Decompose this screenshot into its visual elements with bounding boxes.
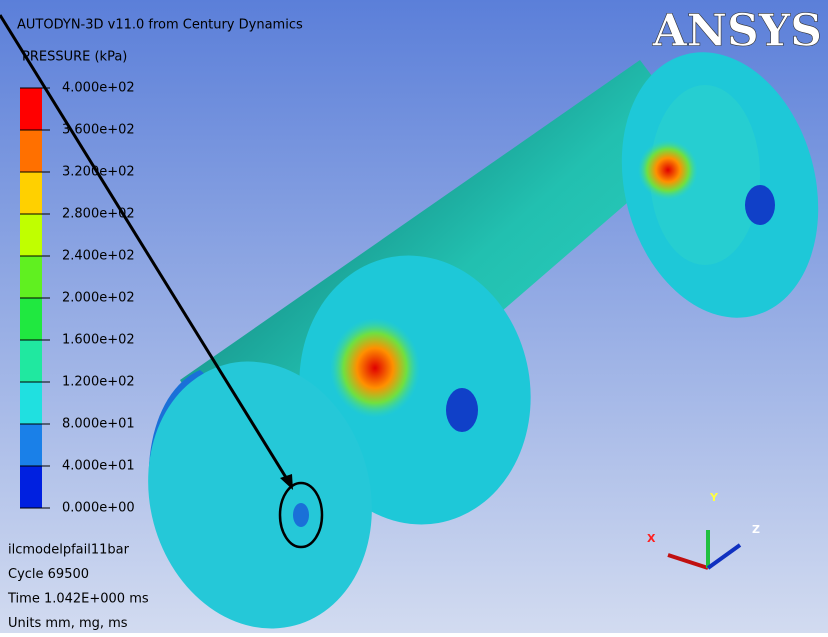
color-band bbox=[20, 340, 42, 382]
color-band bbox=[20, 88, 42, 130]
legend-label: 4.000e+02 bbox=[62, 81, 135, 96]
triad-z: Z bbox=[752, 523, 760, 536]
legend-label: 2.800e+02 bbox=[62, 207, 135, 222]
triad-x: X bbox=[647, 532, 656, 545]
legend-label: 3.200e+02 bbox=[62, 165, 135, 180]
info-line: Units mm, mg, ms bbox=[8, 616, 128, 631]
legend-label: 2.000e+02 bbox=[62, 291, 135, 306]
legend-label: 4.000e+01 bbox=[62, 459, 135, 474]
legend-label: 8.000e+01 bbox=[62, 417, 135, 432]
color-band bbox=[20, 382, 42, 424]
legend-label: 3.600e+02 bbox=[62, 123, 135, 138]
legend-label: 1.200e+02 bbox=[62, 375, 135, 390]
legend-label: 1.600e+02 bbox=[62, 333, 135, 348]
color-band bbox=[20, 214, 42, 256]
color-band bbox=[20, 424, 42, 466]
color-band bbox=[20, 466, 42, 508]
app-title: AUTODYN-3D v11.0 from Century Dynamics bbox=[17, 18, 303, 33]
color-band bbox=[20, 298, 42, 340]
legend-label: 0.000e+00 bbox=[62, 501, 135, 516]
logo: ANSYS bbox=[652, 6, 822, 57]
legend-label: 2.400e+02 bbox=[62, 249, 135, 264]
info-line: Time 1.042E+000 ms bbox=[7, 592, 149, 607]
color-band bbox=[20, 256, 42, 298]
color-band bbox=[20, 130, 42, 172]
viewport: AUTODYN-3D v11.0 from Century Dynamics A… bbox=[0, 0, 828, 633]
info-line: ilcmodelpfail11bar bbox=[8, 543, 130, 558]
color-band bbox=[20, 172, 42, 214]
legend-title: PRESSURE (kPa) bbox=[22, 50, 127, 65]
info-line: Cycle 69500 bbox=[8, 567, 89, 582]
triad-y: Y bbox=[709, 491, 719, 504]
